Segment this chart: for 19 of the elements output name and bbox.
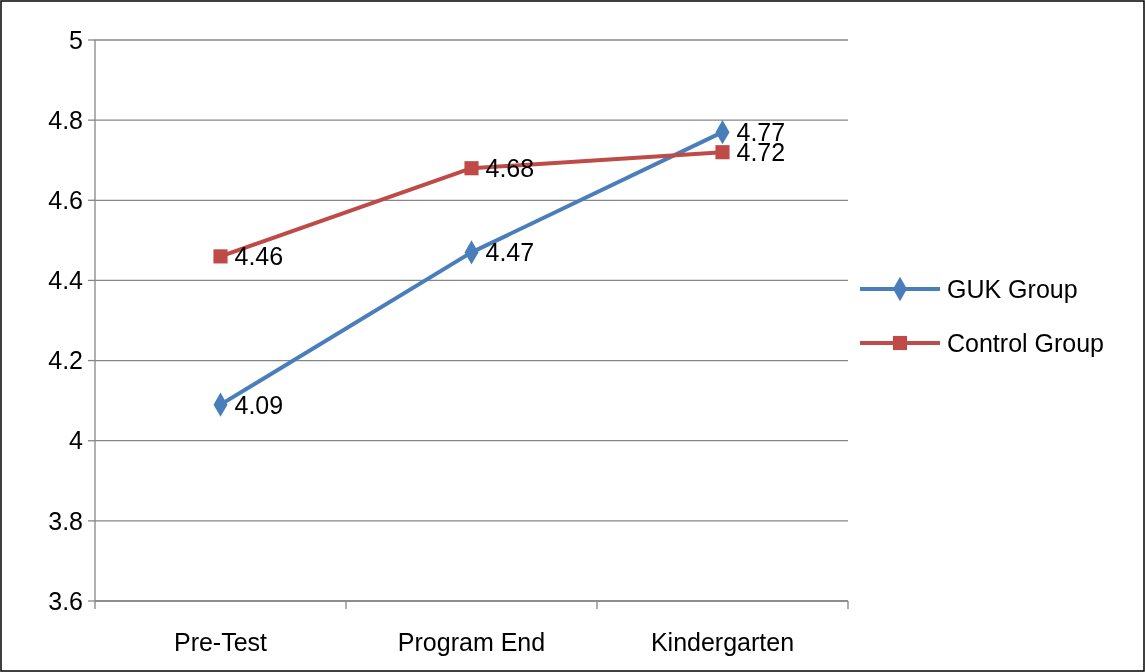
y-tick-label: 4.2 bbox=[48, 346, 83, 375]
data-label: 4.09 bbox=[234, 390, 284, 419]
data-label: 4.46 bbox=[234, 242, 284, 271]
y-tick-label: 3.6 bbox=[48, 586, 83, 615]
point bbox=[464, 161, 479, 176]
y-tick-label: 4.4 bbox=[48, 266, 84, 295]
y-tick-label: 5 bbox=[69, 25, 83, 54]
legend-label: GUK Group bbox=[947, 274, 1078, 303]
data-label: 4.47 bbox=[485, 238, 535, 267]
x-tick-label: Pre-Test bbox=[173, 628, 268, 656]
x-tick-label: Program End bbox=[397, 628, 546, 656]
y-tick-label: 4.6 bbox=[48, 186, 83, 215]
point bbox=[715, 145, 730, 160]
y-tick-label: 4 bbox=[69, 426, 84, 455]
y-tick-label: 4.8 bbox=[48, 105, 83, 134]
y-tick-label: 3.8 bbox=[48, 506, 83, 535]
legend-label: Control Group bbox=[947, 328, 1105, 357]
x-tick-label: Kindergarten bbox=[650, 628, 795, 656]
point bbox=[213, 249, 228, 264]
